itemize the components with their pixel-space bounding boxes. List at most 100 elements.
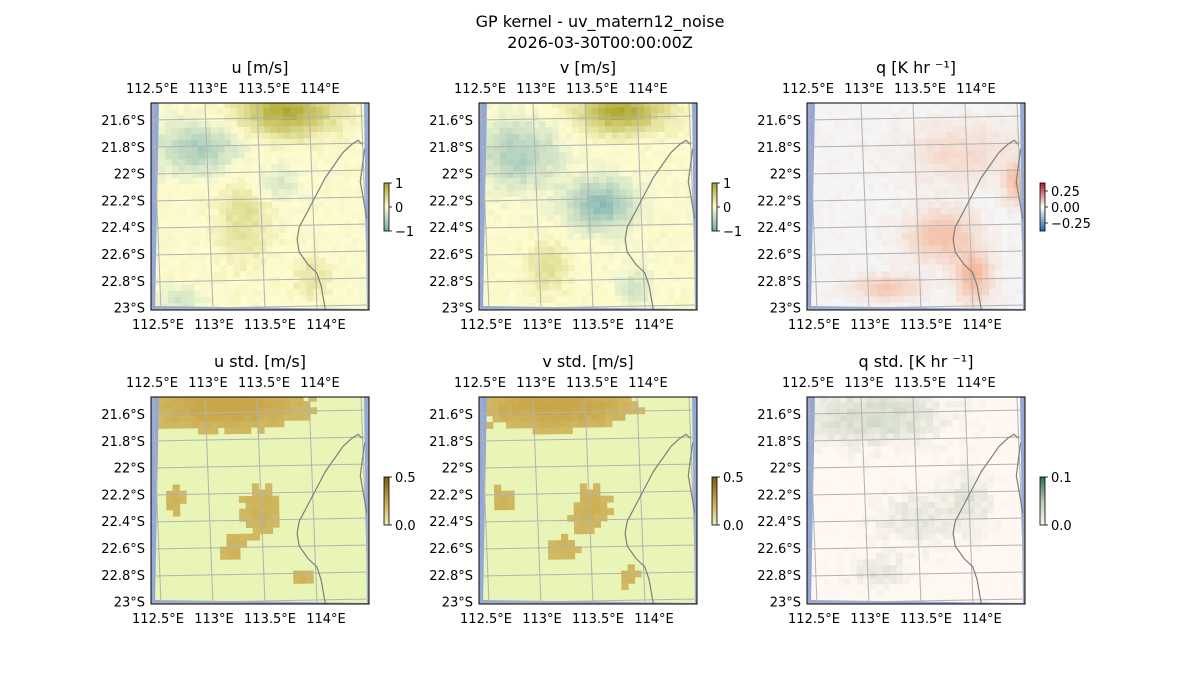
map-frame — [478, 102, 698, 311]
x-tick-label-top: 113°E — [844, 376, 884, 391]
x-tick-label-bottom: 113.5°E — [900, 612, 952, 627]
sea-strip-bottom — [479, 600, 697, 604]
sea-strip-right — [1020, 397, 1025, 604]
colorbar-tick-label: −1 — [723, 225, 742, 240]
x-tick-label-bottom: 112.5°E — [788, 612, 840, 627]
colorbar-tick-label: 0.00 — [1051, 201, 1080, 216]
y-tick-label: 21.6°S — [757, 114, 801, 129]
map-frame — [478, 396, 698, 605]
panel-title: v std. [m/s] — [542, 352, 633, 371]
y-tick-label: 22.6°S — [101, 542, 145, 557]
colorbar-tick-label: 0 — [723, 201, 731, 216]
panel-ustd: u std. [m/s] 112.5°E 112.5°E 113°E 113°E 113.… — [101, 352, 415, 627]
map-frame — [150, 396, 370, 605]
x-tick-label-bottom: 112.5°E — [460, 612, 512, 627]
y-tick-label: 22°S — [114, 168, 145, 183]
y-tick-label: 23°S — [770, 596, 801, 611]
colorbar-vstd — [711, 476, 718, 526]
y-tick-label: 21.8°S — [429, 141, 473, 156]
map-frame — [806, 102, 1026, 311]
y-tick-label: 22.4°S — [429, 221, 473, 236]
colorbar-tick-label: −0.25 — [1051, 217, 1091, 232]
x-tick-label-top: 113°E — [844, 82, 884, 97]
x-tick-label-top: 113.5°E — [894, 376, 946, 391]
y-tick-label: 22.6°S — [757, 248, 801, 263]
panel-title: v [m/s] — [560, 58, 616, 77]
x-tick-label-top: 113°E — [188, 376, 228, 391]
x-tick-label-top: 113°E — [188, 82, 228, 97]
y-tick-label: 22.2°S — [101, 488, 145, 503]
x-tick-label-top: 112.5°E — [454, 376, 506, 391]
colorbar-qstd — [1039, 476, 1046, 526]
figure-title: GP kernel - uv_matern12_noise — [476, 12, 725, 32]
y-tick-label: 23°S — [770, 302, 801, 317]
sea-strip-right — [364, 103, 369, 310]
coastline — [296, 139, 363, 310]
x-tick-label-top: 113°E — [516, 376, 556, 391]
colorbar-tick-label: 0.0 — [1051, 519, 1072, 534]
sea-strip-right — [692, 397, 697, 604]
y-tick-label: 22.8°S — [757, 569, 801, 584]
panel-u: u [m/s]112.5°E112.5°E113°E113°E113.5°E11… — [101, 58, 414, 333]
y-tick-label: 22.2°S — [101, 194, 145, 209]
y-tick-label: 23°S — [114, 302, 145, 317]
x-tick-label-top: 112.5°E — [782, 82, 834, 97]
sea-strip-left — [807, 103, 815, 310]
y-tick-label: 23°S — [442, 596, 473, 611]
panels: u [m/s]112.5°E112.5°E113°E113°E113.5°E11… — [101, 58, 1091, 627]
y-tick-label: 22°S — [770, 462, 801, 477]
sea-strip-left — [807, 397, 815, 604]
x-tick-label-bottom: 113°E — [194, 612, 234, 627]
coastline — [952, 433, 1019, 604]
sea-strip-left — [479, 397, 487, 604]
y-tick-label: 23°S — [442, 302, 473, 317]
y-tick-label: 22.6°S — [429, 248, 473, 263]
x-tick-label-top: 112.5°E — [126, 82, 178, 97]
y-tick-label: 22.8°S — [101, 275, 145, 290]
map-frame — [806, 396, 1026, 605]
panel-title: u std. [m/s] — [214, 352, 306, 371]
y-tick-label: 21.6°S — [101, 114, 145, 129]
y-tick-label: 22.4°S — [101, 515, 145, 530]
colorbar-v — [711, 182, 718, 232]
sea-strip-right — [1020, 103, 1025, 310]
panel-qstd: q std. [K hr ⁻¹] 112.5°E 112.5°E 113°E 113°E… — [757, 352, 1071, 627]
colorbar-tick-label: 0.0 — [723, 519, 744, 534]
y-tick-label: 22°S — [442, 168, 473, 183]
colorbar-q — [1039, 182, 1046, 232]
x-tick-label-top: 114°E — [956, 82, 996, 97]
x-tick-label-bottom: 112.5°E — [460, 318, 512, 333]
x-tick-label-bottom: 114°E — [306, 318, 346, 333]
colorbar-tick-label: 0.0 — [395, 519, 416, 534]
x-tick-label-bottom: 113.5°E — [572, 318, 624, 333]
y-tick-label: 21.8°S — [101, 141, 145, 156]
y-tick-label: 22.2°S — [757, 488, 801, 503]
x-tick-label-bottom: 113°E — [850, 318, 890, 333]
panel-q: q [K hr ⁻¹] 112.5°E 112.5°E 113°E 113°E 113.5… — [757, 58, 1091, 333]
colorbar-tick-label: 1 — [723, 177, 731, 192]
colorbar-u — [383, 182, 390, 232]
sea-strip-left — [151, 103, 159, 310]
y-tick-label: 22.6°S — [757, 542, 801, 557]
panel-title: u [m/s] — [231, 58, 288, 77]
y-tick-label: 22.4°S — [757, 221, 801, 236]
sea-strip-bottom — [807, 306, 1025, 310]
coastline — [952, 139, 1019, 310]
y-tick-label: 22.8°S — [429, 569, 473, 584]
coastline — [296, 433, 363, 604]
x-tick-label-top: 114°E — [300, 82, 340, 97]
y-tick-label: 21.6°S — [429, 408, 473, 423]
y-tick-label: 22.4°S — [101, 221, 145, 236]
x-tick-label-top: 114°E — [628, 376, 668, 391]
y-tick-label: 22.6°S — [429, 542, 473, 557]
x-tick-label-top: 112.5°E — [782, 376, 834, 391]
coastline — [624, 139, 691, 310]
sea-strip-left — [479, 103, 487, 310]
x-tick-label-bottom: 112.5°E — [132, 612, 184, 627]
sea-strip-left — [151, 397, 159, 604]
colorbar-tick-label: 0.5 — [723, 471, 744, 486]
x-tick-label-bottom: 114°E — [962, 318, 1002, 333]
x-tick-label-bottom: 114°E — [306, 612, 346, 627]
x-tick-label-bottom: 114°E — [634, 612, 674, 627]
x-tick-label-top: 112.5°E — [126, 376, 178, 391]
